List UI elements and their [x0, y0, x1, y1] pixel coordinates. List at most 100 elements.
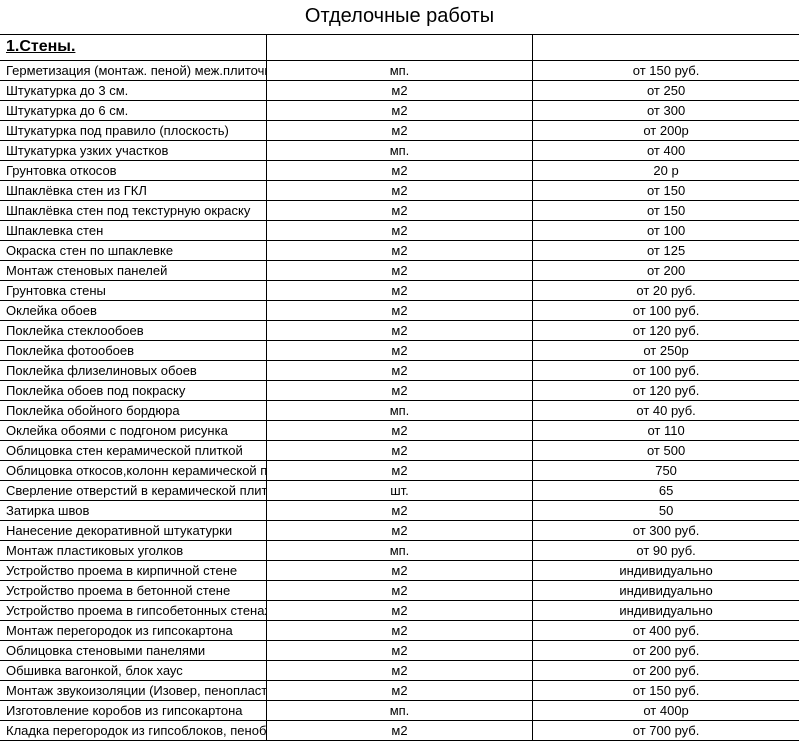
cell-price: от 100 руб. [533, 360, 799, 380]
table-row: Шпаклёвка стен под текстурную окраскум2о… [0, 200, 799, 220]
cell-name: Кладка перегородок из гипсоблоков, пеноб… [0, 720, 266, 740]
cell-unit: м2 [266, 440, 532, 460]
cell-price: от 150 руб. [533, 60, 799, 80]
cell-unit: м2 [266, 580, 532, 600]
table-row: Поклейка обоев под покраскум2от 120 руб. [0, 380, 799, 400]
cell-name: Устройство проема в кирпичной стене [0, 560, 266, 580]
cell-price: от 400 [533, 140, 799, 160]
cell-name: Сверление отверстий в керамической плитк… [0, 480, 266, 500]
cell-price: от 250р [533, 340, 799, 360]
cell-unit: м2 [266, 660, 532, 680]
cell-unit: мп. [266, 700, 532, 720]
table-row: Штукатурка до 3 см.м2от 250 [0, 80, 799, 100]
cell-unit: м2 [266, 160, 532, 180]
cell-unit: м2 [266, 80, 532, 100]
cell-unit: м2 [266, 620, 532, 640]
table-row: Поклейка фотообоевм2от 250р [0, 340, 799, 360]
table-row: Шпаклевка стенм2от 100 [0, 220, 799, 240]
cell-name: Поклейка стеклообоев [0, 320, 266, 340]
cell-name: Грунтовка откосов [0, 160, 266, 180]
cell-name: Шпаклевка стен [0, 220, 266, 240]
cell-name: Облицовка откосов,колонн керамической пл… [0, 460, 266, 480]
cell-price: от 250 [533, 80, 799, 100]
cell-name: Монтаж перегородок из гипсокартона [0, 620, 266, 640]
table-row: Облицовка стеновыми панелямим2от 200 руб… [0, 640, 799, 660]
cell-price: индивидуально [533, 600, 799, 620]
cell-price: индивидуально [533, 560, 799, 580]
cell-price: от 100 [533, 220, 799, 240]
section-heading: 1.Стены. [0, 34, 266, 60]
cell-unit: м2 [266, 680, 532, 700]
cell-price: от 110 [533, 420, 799, 440]
cell-price: от 120 руб. [533, 380, 799, 400]
cell-price: от 400р [533, 700, 799, 720]
cell-unit: мп. [266, 140, 532, 160]
cell-name: Поклейка фотообоев [0, 340, 266, 360]
table-body: Герметизация (монтаж. пеной) меж.плиточн… [0, 60, 799, 740]
table-row: Устройство проема в бетонной стенем2инди… [0, 580, 799, 600]
cell-name: Герметизация (монтаж. пеной) меж.плиточн… [0, 60, 266, 80]
table-row: Окраска стен по шпаклевкем2от 125 [0, 240, 799, 260]
cell-name: Монтаж стеновых панелей [0, 260, 266, 280]
cell-unit: м2 [266, 360, 532, 380]
cell-name: Окраска стен по шпаклевке [0, 240, 266, 260]
title-row: Отделочные работы [0, 0, 799, 34]
table-row: Грунтовка откосовм220 р [0, 160, 799, 180]
cell-unit: м2 [266, 460, 532, 480]
cell-price: от 500 [533, 440, 799, 460]
cell-price: от 100 руб. [533, 300, 799, 320]
cell-unit: м2 [266, 180, 532, 200]
table-row: Штукатурка узких участковмп.от 400 [0, 140, 799, 160]
table-row: Облицовка откосов,колонн керамической пл… [0, 460, 799, 480]
table-row: Нанесение декоративной штукатурким2от 30… [0, 520, 799, 540]
cell-unit: м2 [266, 380, 532, 400]
cell-unit: м2 [266, 520, 532, 540]
cell-price: от 300 руб. [533, 520, 799, 540]
cell-unit: м2 [266, 500, 532, 520]
table-row: Устройство проема в гипсобетонных стенах… [0, 600, 799, 620]
cell-unit: м2 [266, 720, 532, 740]
cell-price: от 700 руб. [533, 720, 799, 740]
cell-unit: мп. [266, 60, 532, 80]
cell-name: Монтаж звукоизоляции (Изовер, пенопласт,… [0, 680, 266, 700]
cell-unit: м2 [266, 120, 532, 140]
cell-name: Устройство проема в гипсобетонных стенах [0, 600, 266, 620]
cell-price: индивидуально [533, 580, 799, 600]
table-row: Поклейка стеклообоевм2от 120 руб. [0, 320, 799, 340]
cell-name: Монтаж пластиковых уголков [0, 540, 266, 560]
table-row: Оклейка обоевм2от 100 руб. [0, 300, 799, 320]
cell-price: 750 [533, 460, 799, 480]
table-row: Изготовление коробов из гипсокартонамп.о… [0, 700, 799, 720]
table-row: Облицовка стен керамической плиткойм2от … [0, 440, 799, 460]
cell-unit: м2 [266, 240, 532, 260]
cell-price: 50 [533, 500, 799, 520]
cell-name: Штукатурка узких участков [0, 140, 266, 160]
cell-price: от 200 руб. [533, 640, 799, 660]
cell-name: Облицовка стеновыми панелями [0, 640, 266, 660]
table-row: Обшивка вагонкой, блок хаусм2от 200 руб. [0, 660, 799, 680]
cell-name: Обшивка вагонкой, блок хаус [0, 660, 266, 680]
cell-unit: шт. [266, 480, 532, 500]
table-row: Монтаж перегородок из гипсокартонам2от 4… [0, 620, 799, 640]
table-row: Штукатурка под правило (плоскость)м2от 2… [0, 120, 799, 140]
cell-unit: мп. [266, 400, 532, 420]
cell-name: Поклейка обоев под покраску [0, 380, 266, 400]
cell-price: от 20 руб. [533, 280, 799, 300]
cell-name: Шпаклёвка стен под текстурную окраску [0, 200, 266, 220]
cell-price: от 150 [533, 200, 799, 220]
cell-price: от 200р [533, 120, 799, 140]
cell-unit: м2 [266, 260, 532, 280]
cell-price: от 400 руб. [533, 620, 799, 640]
table-row: Кладка перегородок из гипсоблоков, пеноб… [0, 720, 799, 740]
table-row: Шпаклёвка стен из ГКЛм2от 150 [0, 180, 799, 200]
cell-unit: м2 [266, 340, 532, 360]
cell-name: Шпаклёвка стен из ГКЛ [0, 180, 266, 200]
cell-name: Затирка швов [0, 500, 266, 520]
table-row: Оклейка обоями с подгоном рисункам2от 11… [0, 420, 799, 440]
table-row: Поклейка флизелиновых обоевм2от 100 руб. [0, 360, 799, 380]
table-row: Устройство проема в кирпичной стенем2инд… [0, 560, 799, 580]
cell-name: Оклейка обоями с подгоном рисунка [0, 420, 266, 440]
cell-name: Штукатурка до 3 см. [0, 80, 266, 100]
cell-name: Штукатурка под правило (плоскость) [0, 120, 266, 140]
cell-name: Штукатурка до 6 см. [0, 100, 266, 120]
